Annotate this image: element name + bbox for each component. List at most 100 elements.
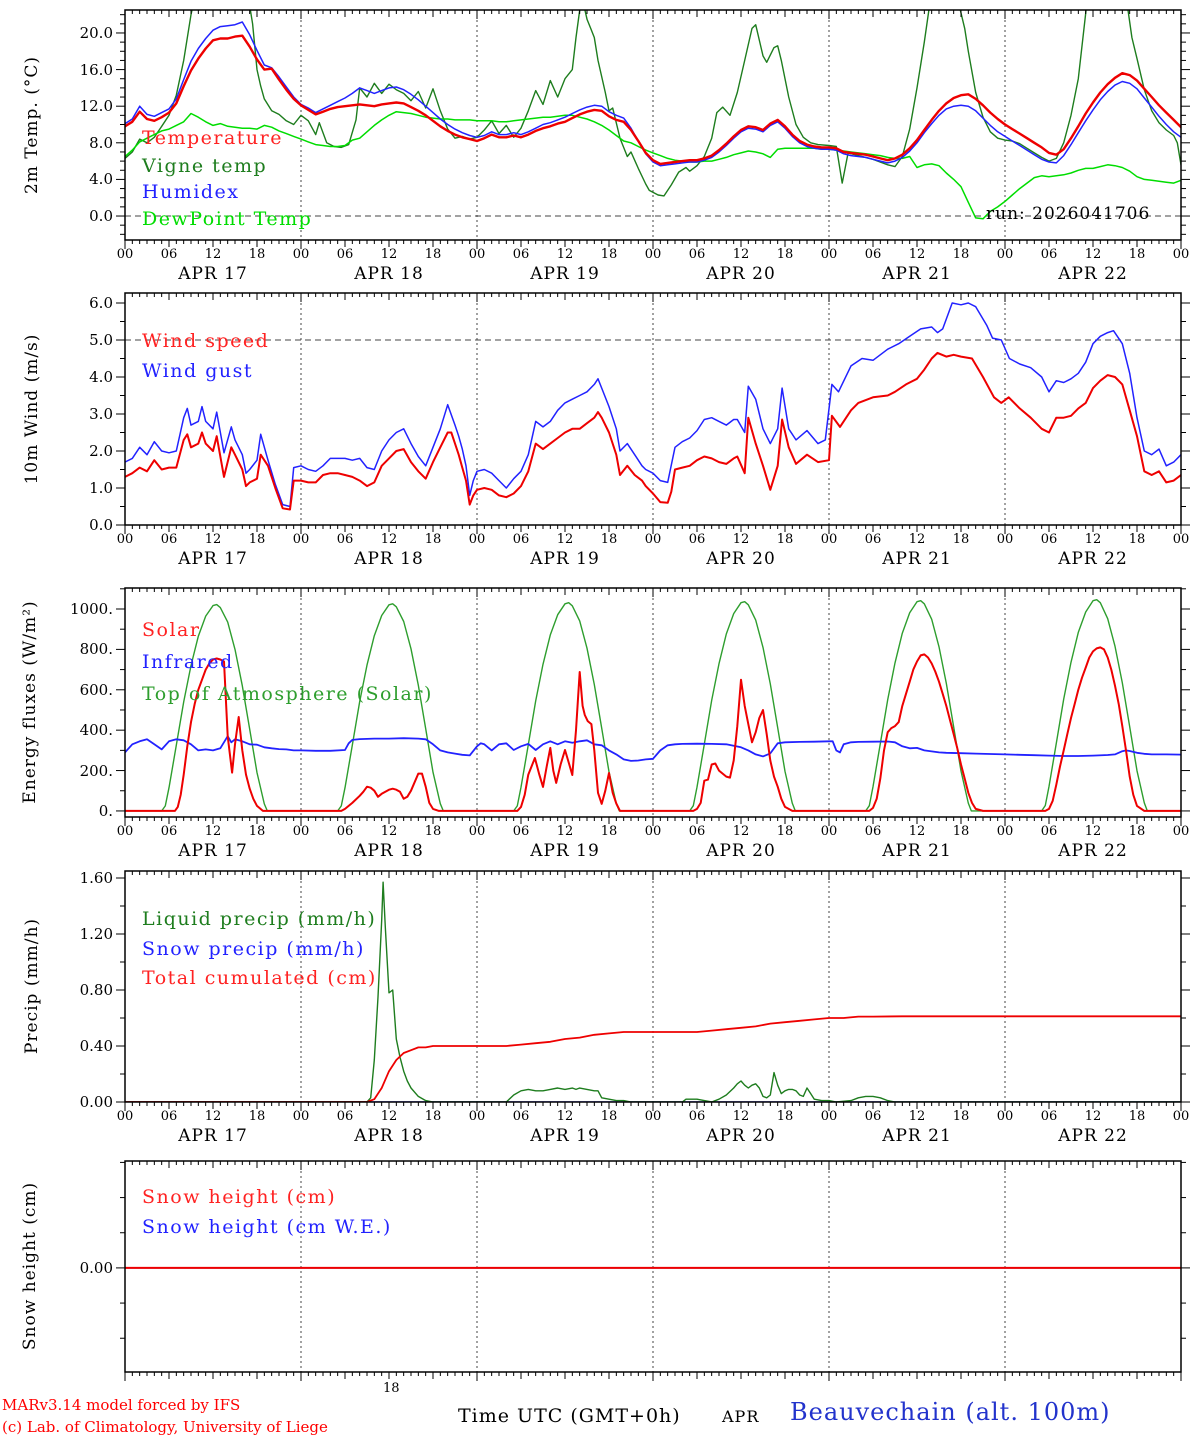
x-hour-label: 12 xyxy=(380,532,398,547)
y-tick-label: 1.0 xyxy=(89,478,113,497)
x-hour-label: 06 xyxy=(1040,532,1058,547)
x-hour-label: 00 xyxy=(468,1109,486,1124)
x-hour-label: 00 xyxy=(292,532,310,547)
x-hour-label: 18 xyxy=(424,1109,442,1124)
x-hour-label: 00 xyxy=(820,824,838,839)
legend-temperature-panel-0: Temperature xyxy=(142,127,283,149)
x-hour-label: 12 xyxy=(1084,824,1102,839)
x-hour-label: 12 xyxy=(732,247,750,262)
x-hour-label: 06 xyxy=(160,824,178,839)
x-hour-label: 00 xyxy=(292,247,310,262)
x-day-label: APR 22 xyxy=(1058,264,1128,284)
legend-temperature-panel-1: Vigne temp xyxy=(142,155,268,177)
x-hour-label: 00 xyxy=(1172,824,1190,839)
x-hour-label: 12 xyxy=(204,247,222,262)
model-credit-line1: MARv3.14 model forced by IFS xyxy=(2,1396,241,1414)
x-day-label: APR 21 xyxy=(882,549,952,569)
x-hour-label: 06 xyxy=(1040,1109,1058,1124)
x-hour-label: 00 xyxy=(292,824,310,839)
y-axis-title-snow: Snow height (cm) xyxy=(20,1181,40,1351)
x-hour-label: 06 xyxy=(864,824,882,839)
y-tick-label: 8.0 xyxy=(89,133,113,152)
legend-snow-panel-0: Snow height (cm) xyxy=(142,1186,337,1208)
wind-speed-line xyxy=(125,351,1181,511)
x-hour-label: 00 xyxy=(644,247,662,262)
wind-panel xyxy=(116,292,1190,534)
x-hour-label: 06 xyxy=(512,824,530,839)
x-day-label: APR 21 xyxy=(882,841,952,861)
x-hour-label: 18 xyxy=(776,247,794,262)
legend-precip-panel-2: Total cumulated (cm) xyxy=(142,967,377,989)
x-hour-label: 06 xyxy=(512,532,530,547)
legend-precip-panel-1: Snow precip (mm/h) xyxy=(142,938,365,960)
x-hour-label: 00 xyxy=(820,1109,838,1124)
y-tick-label: 6.0 xyxy=(89,293,113,312)
x-day-label: APR 22 xyxy=(1058,841,1128,861)
x-hour-label: 00 xyxy=(1172,247,1190,262)
y-tick-label: 2.0 xyxy=(89,441,113,460)
x-hour-label: 00 xyxy=(468,247,486,262)
x-hour-label: 00 xyxy=(468,824,486,839)
x-hour-label: 18 xyxy=(424,532,442,547)
x-hour-label: 12 xyxy=(732,532,750,547)
liquid-precip-line xyxy=(125,881,1181,1102)
x-day-label: APR 20 xyxy=(706,549,776,569)
x-hour-label: 06 xyxy=(688,532,706,547)
y-tick-label: 20.0 xyxy=(79,23,113,42)
x-day-label: APR 18 xyxy=(354,1126,424,1146)
x-hour-label: 18 xyxy=(600,1109,618,1124)
y-tick-label: 5.0 xyxy=(89,330,113,349)
x-hour-label: 06 xyxy=(864,247,882,262)
stray-tick-label: 18 xyxy=(383,1381,400,1396)
y-axis-title-precip: Precip (mm/h) xyxy=(22,917,42,1055)
x-day-label: APR 20 xyxy=(706,264,776,284)
y-tick-label: 16.0 xyxy=(79,60,113,79)
x-hour-label: 12 xyxy=(1084,532,1102,547)
humidex-line xyxy=(125,21,1181,167)
total-cumulated-line xyxy=(125,1015,1181,1102)
y-tick-label: 4.0 xyxy=(89,367,113,386)
x-hour-label: 06 xyxy=(512,1109,530,1124)
y-tick-label: 0.00 xyxy=(79,1258,113,1277)
y-axis-title-wind: 10m Wind (m/s) xyxy=(22,333,42,485)
y-tick-label: 1.60 xyxy=(79,869,113,887)
x-hour-label: 06 xyxy=(160,1109,178,1124)
x-hour-label: 12 xyxy=(732,824,750,839)
x-hour-label: 06 xyxy=(688,1109,706,1124)
x-hour-label: 12 xyxy=(204,1109,222,1124)
y-tick-label: 0.40 xyxy=(79,1037,113,1055)
x-day-label: APR 19 xyxy=(530,264,600,284)
x-hour-label: 12 xyxy=(380,824,398,839)
x-hour-label: 00 xyxy=(644,532,662,547)
y-tick-label: 400. xyxy=(79,721,113,740)
x-hour-label: 06 xyxy=(336,532,354,547)
x-hour-label: 12 xyxy=(908,1109,926,1124)
x-day-label: APR 17 xyxy=(178,549,248,569)
wind-gust-line xyxy=(125,302,1181,508)
x-hour-label: 18 xyxy=(600,247,618,262)
x-hour-label: 18 xyxy=(1128,247,1146,262)
x-day-label: APR 20 xyxy=(706,841,776,861)
y-tick-label: 0.80 xyxy=(79,981,113,999)
x-hour-label: 06 xyxy=(1040,247,1058,262)
x-day-label: APR 17 xyxy=(178,841,248,861)
x-hour-label: 18 xyxy=(952,824,970,839)
x-hour-label: 00 xyxy=(996,824,1014,839)
legend-precip-panel-0: Liquid precip (mm/h) xyxy=(142,908,377,930)
x-hour-label: 06 xyxy=(1040,824,1058,839)
x-hour-label: 06 xyxy=(336,824,354,839)
x-hour-label: 12 xyxy=(556,247,574,262)
x-hour-label: 18 xyxy=(248,532,266,547)
x-hour-label: 06 xyxy=(336,1109,354,1124)
x-day-label: APR 20 xyxy=(706,1126,776,1146)
legend-wind-panel-0: Wind speed xyxy=(142,330,270,352)
legend-energy-panel-0: Solar xyxy=(142,619,201,641)
x-day-label: APR 18 xyxy=(354,549,424,569)
x-day-label: APR 21 xyxy=(882,1126,952,1146)
x-hour-label: 00 xyxy=(644,824,662,839)
x-hour-label: 12 xyxy=(380,1109,398,1124)
x-hour-label: 00 xyxy=(292,1109,310,1124)
x-hour-label: 12 xyxy=(908,532,926,547)
